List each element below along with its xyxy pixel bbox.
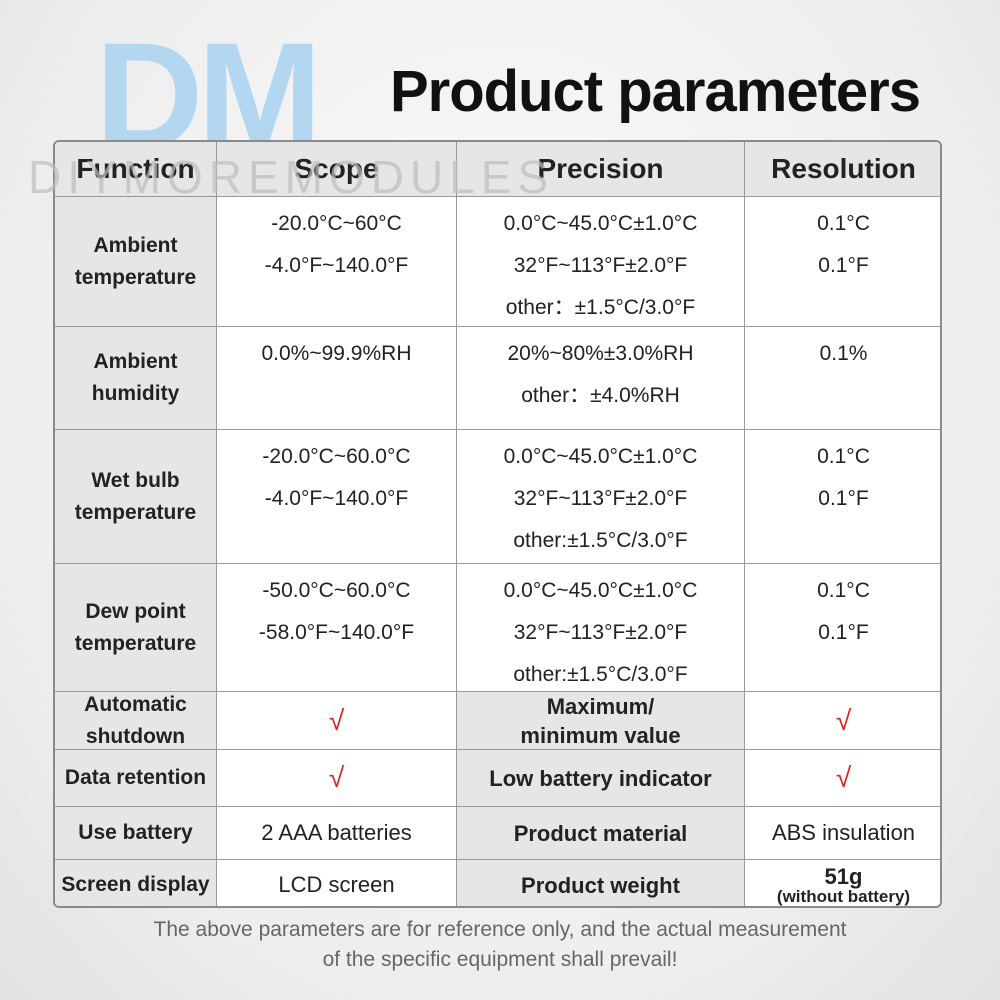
- table-cell: 0.0°C~45.0°C±1.0°C 32°F~113°F±2.0°F other:…: [457, 564, 745, 692]
- cell-line: humidity: [91, 382, 180, 405]
- cell-line: Screen display: [61, 873, 210, 896]
- cell-line: √: [328, 704, 345, 736]
- cell-line: other：±1.5°C/3.0°F: [505, 296, 696, 319]
- table-cell: 51g (without battery): [745, 860, 940, 906]
- cell-line: Product material: [513, 820, 688, 846]
- cell-line: other:±1.5°C/3.0°F: [513, 529, 688, 552]
- table-cell: √: [745, 692, 940, 750]
- cell-line: -20.0°C~60.0°C: [262, 445, 411, 468]
- header-cell: Precision: [457, 142, 745, 197]
- cell-line: 0.0%~99.9%RH: [261, 342, 412, 365]
- header-cell: Scope: [217, 142, 457, 197]
- cell-line: ABS insulation: [771, 820, 916, 845]
- table-cell: 20%~80%±3.0%RH other：±4.0%RH: [457, 327, 745, 430]
- cell-line: 32°F~113°F±2.0°F: [513, 487, 688, 510]
- table-cell: 0.0°C~45.0°C±1.0°C 32°F~113°F±2.0°F other:…: [457, 430, 745, 564]
- table-cell: -20.0°C~60.0°C -4.0°F~140.0°F: [217, 430, 457, 564]
- title: Product parameters: [390, 59, 921, 124]
- table-cell: √: [745, 750, 940, 807]
- cell-line: -4.0°F~140.0°F: [264, 487, 409, 510]
- cell-line: Ambient: [93, 350, 178, 373]
- cell-line: 0.1°C: [817, 212, 870, 235]
- cell-line: 0.1°C: [817, 579, 870, 602]
- cell-line: √: [835, 704, 852, 736]
- footer: The above parameters are for reference o…: [0, 915, 1000, 975]
- cell-line: other：±4.0%RH: [521, 384, 680, 407]
- table-cell: Dew point temperature: [55, 564, 217, 692]
- cell-line: shutdown: [85, 724, 186, 748]
- cell-line: 20%~80%±3.0%RH: [507, 342, 694, 365]
- table-cell: Use battery: [55, 807, 217, 860]
- header-cell: Function: [55, 142, 217, 197]
- cell-line: Automatic: [84, 692, 187, 716]
- cell-line: √: [835, 762, 852, 793]
- table-cell: Low battery indicator: [457, 750, 745, 807]
- footer-line: of the specific equipment shall prevail!: [322, 948, 678, 971]
- table-cell: √: [217, 750, 457, 807]
- cell-line: temperature: [74, 631, 197, 655]
- table-cell: Wet bulb temperature: [55, 430, 217, 564]
- cell-line: 0.0°C~45.0°C±1.0°C: [503, 212, 698, 235]
- table-cell: Ambient temperature: [55, 197, 217, 327]
- cell-line: Low battery indicator: [489, 765, 712, 791]
- table-cell: 0.1°C 0.1°F: [745, 197, 940, 327]
- footer-line: The above parameters are for reference o…: [153, 918, 847, 941]
- watermark: DIYMOREMODULES: [28, 151, 555, 203]
- cell-line: (without battery): [776, 886, 911, 906]
- cell-line: -50.0°C~60.0°C: [262, 579, 411, 602]
- table-cell: √: [217, 692, 457, 750]
- cell-line: Data retention: [64, 766, 207, 789]
- cell-line: 0.0°C~45.0°C±1.0°C: [503, 579, 698, 602]
- cell-line: -20.0°C~60°C: [271, 212, 402, 235]
- table-cell: Automatic shutdown: [55, 692, 217, 750]
- table-cell: Ambient humidity: [55, 327, 217, 430]
- cell-line: LCD screen: [278, 872, 395, 897]
- cell-line: √: [328, 762, 345, 793]
- cell-line: 2 AAA batteries: [261, 820, 412, 845]
- cell-line: 0.1°C: [817, 445, 870, 468]
- cell-line: -4.0°F~140.0°F: [264, 254, 409, 277]
- cell-line: 0.1°F: [818, 254, 869, 277]
- cell-line: minimum value: [520, 722, 681, 748]
- table-cell: Screen display: [55, 860, 217, 906]
- cell-line: 32°F~113°F±2.0°F: [513, 254, 688, 277]
- cell-line: Dew point: [85, 599, 186, 623]
- parameter-table: Function Scope Precision Resolution Ambient t…: [53, 140, 942, 908]
- cell-line: other:±1.5°C/3.0°F: [513, 663, 688, 686]
- cell-line: temperature: [74, 500, 197, 524]
- cell-line: temperature: [74, 265, 197, 289]
- cell-line: Maximum/: [546, 693, 655, 719]
- table-cell: 0.0°C~45.0°C±1.0°C 32°F~113°F±2.0°F other：…: [457, 197, 745, 327]
- table-cell: LCD screen: [217, 860, 457, 906]
- table-cell: 0.1°C 0.1°F: [745, 430, 940, 564]
- table-cell: Data retention: [55, 750, 217, 807]
- table-cell: -50.0°C~60.0°C -58.0°F~140.0°F: [217, 564, 457, 692]
- table-cell: Product material: [457, 807, 745, 860]
- table-cell: 0.1%: [745, 327, 940, 430]
- cell-line: 0.1°F: [818, 487, 869, 510]
- cell-line: Wet bulb: [91, 468, 180, 492]
- cell-line: -58.0°F~140.0°F: [258, 621, 415, 644]
- cell-line: Product weight: [521, 872, 680, 898]
- table-cell: 0.0%~99.9%RH: [217, 327, 457, 430]
- table-cell: 2 AAA batteries: [217, 807, 457, 860]
- cell-line: 0.0°C~45.0°C±1.0°C: [503, 445, 698, 468]
- cell-line: 32°F~113°F±2.0°F: [513, 621, 688, 644]
- table-cell: Product weight: [457, 860, 745, 906]
- cell-line: Ambient: [93, 233, 178, 257]
- table-cell: ABS insulation: [745, 807, 940, 860]
- header-cell: Resolution: [745, 142, 940, 197]
- cell-line: 0.1°F: [818, 621, 869, 644]
- cell-line: Use battery: [78, 821, 193, 844]
- cell-line: 0.1%: [819, 342, 868, 365]
- table-cell: -20.0°C~60°C -4.0°F~140.0°F: [217, 197, 457, 327]
- table-cell: Maximum/minimum value: [457, 692, 745, 750]
- table-cell: 0.1°C 0.1°F: [745, 564, 940, 692]
- cell-line: 51g: [824, 863, 863, 889]
